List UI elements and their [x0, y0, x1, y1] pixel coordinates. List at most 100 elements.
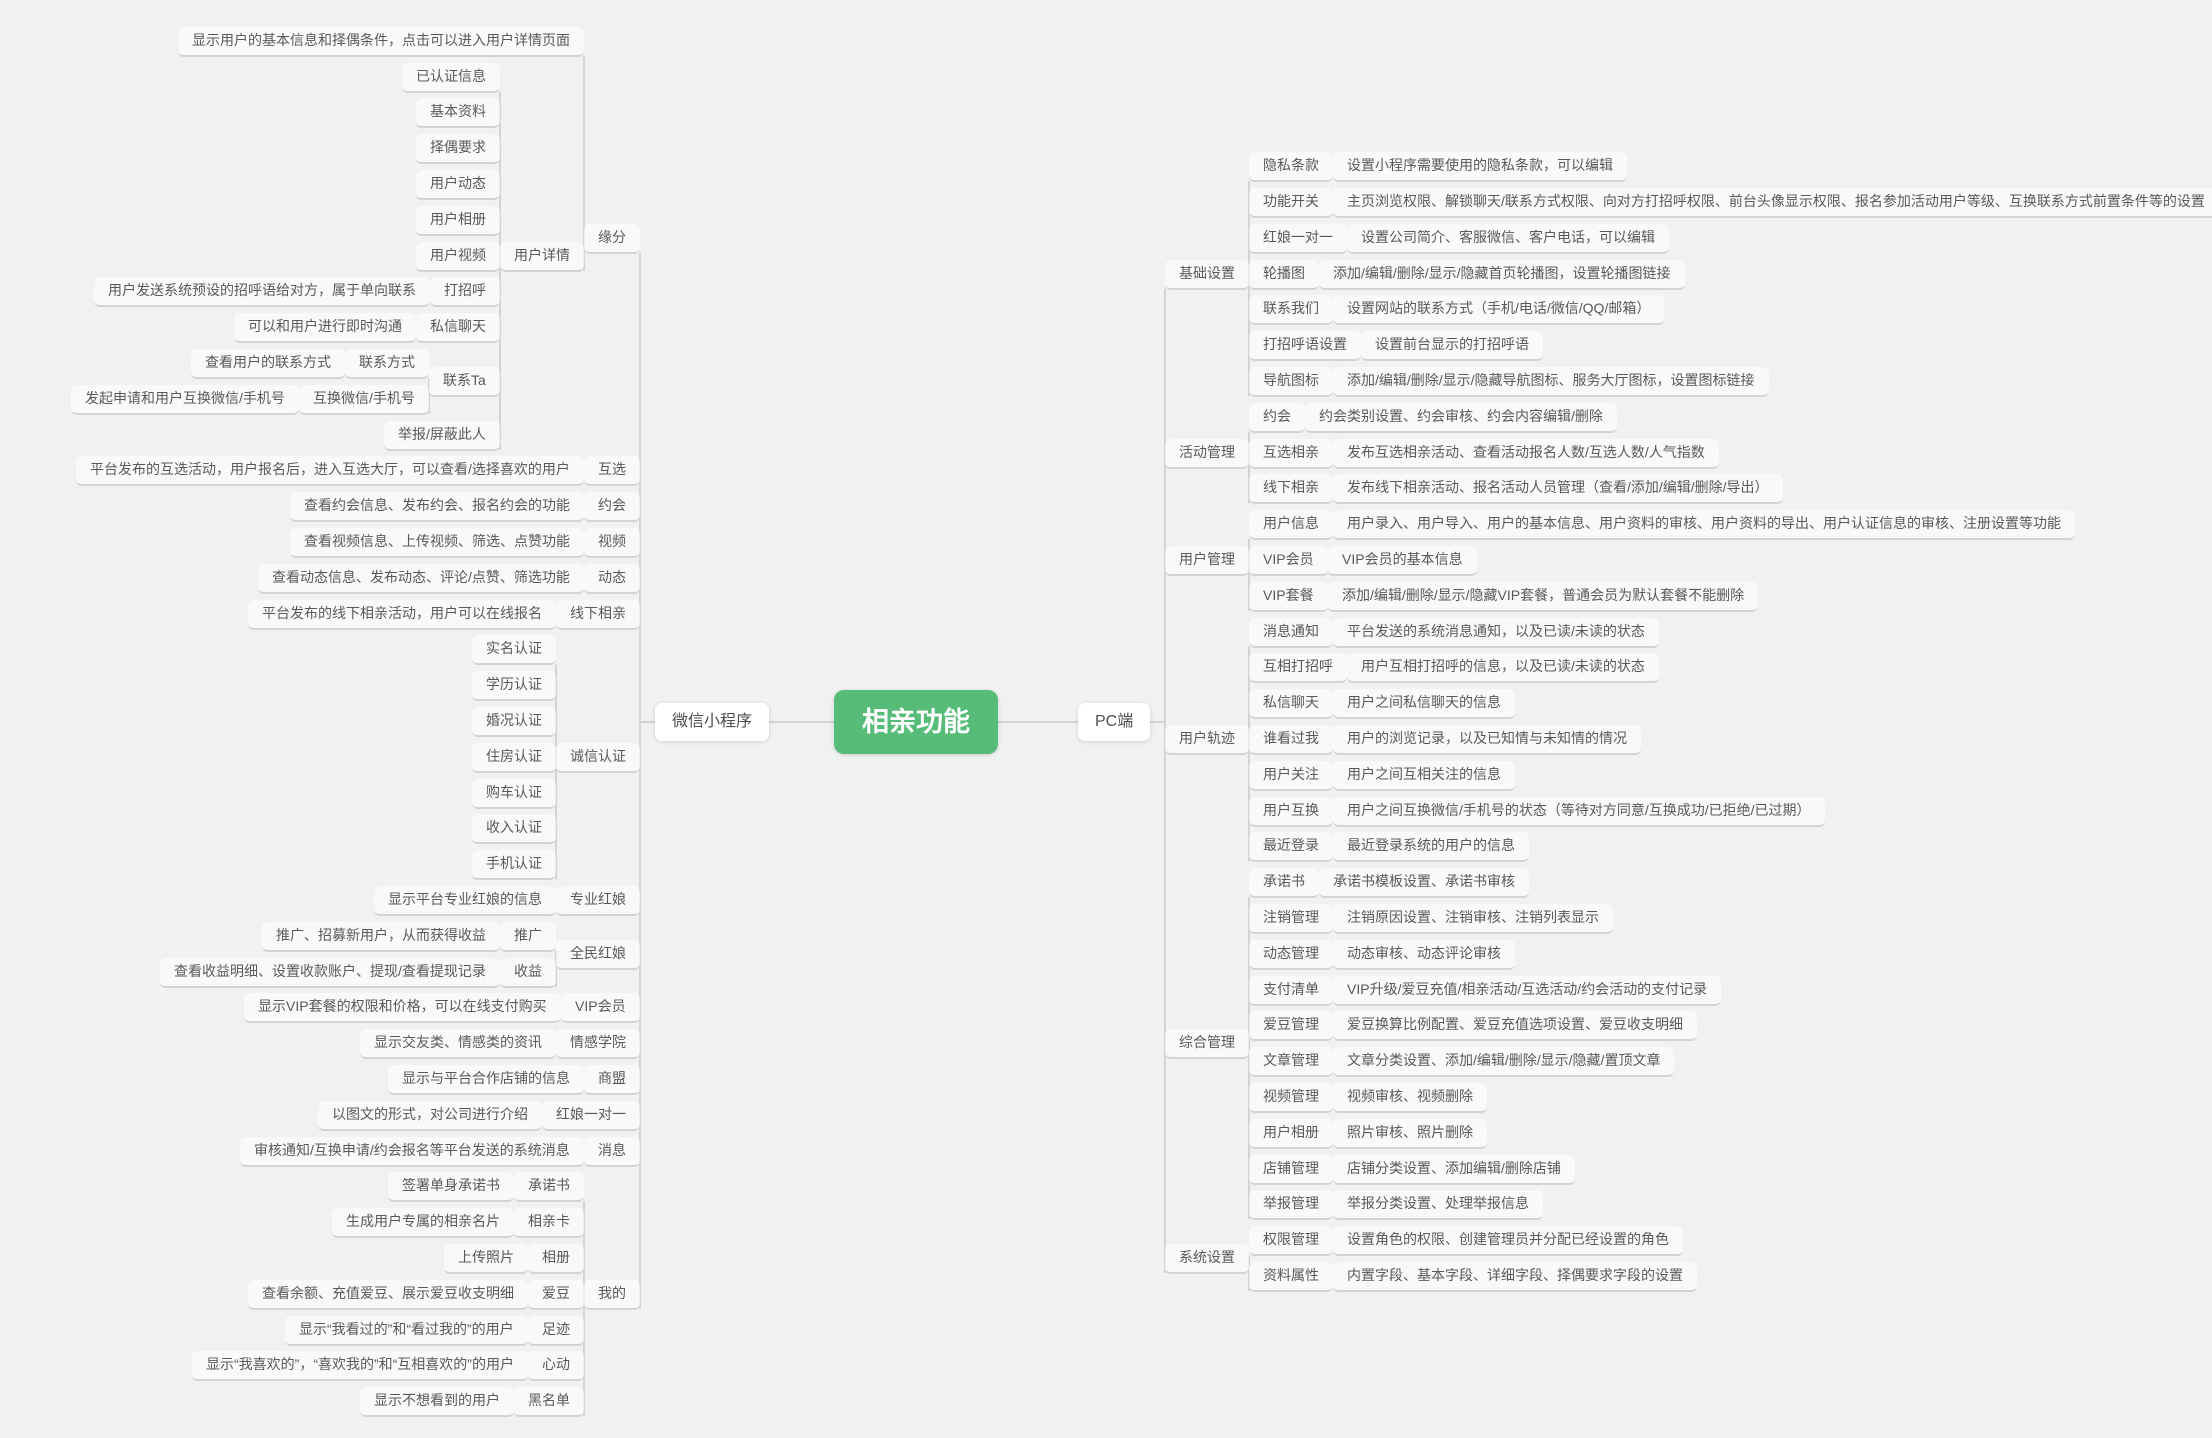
topic-note[interactable]: 店铺分类设置、添加编辑/删除店铺: [1333, 1155, 1575, 1185]
topic-node[interactable]: 打招呼语设置: [1249, 331, 1361, 361]
topic-node[interactable]: 用户关注: [1249, 761, 1333, 791]
topic-node[interactable]: 联系我们: [1249, 295, 1333, 325]
topic-node[interactable]: 隐私条款: [1249, 152, 1333, 182]
topic-node[interactable]: 商盟: [584, 1065, 640, 1095]
topic-note[interactable]: 显示“我喜欢的”，“喜欢我的”和“互相喜欢的”的用户: [192, 1351, 528, 1381]
topic-note[interactable]: 添加/编辑/删除/显示/隐藏导航图标、服务大厅图标，设置图标链接: [1333, 367, 1769, 397]
topic-note[interactable]: 添加/编辑/删除/显示/隐藏首页轮播图，设置轮播图链接: [1319, 260, 1685, 290]
topic-note[interactable]: 用户之间私信聊天的信息: [1333, 689, 1515, 719]
topic-note[interactable]: 签署单身承诺书: [388, 1172, 514, 1202]
topic-node[interactable]: 打招呼: [430, 277, 500, 307]
topic-node[interactable]: 用户视频: [416, 242, 500, 272]
topic-node[interactable]: 用户轨迹: [1165, 725, 1249, 755]
topic-node[interactable]: 谁看过我: [1249, 725, 1333, 755]
topic-note[interactable]: 发布线下相亲活动、报名活动人员管理（查看/添加/编辑/删除/导出）: [1333, 474, 1783, 504]
topic-node[interactable]: 住房认证: [472, 743, 556, 773]
topic-note[interactable]: 用户之间互换微信/手机号的状态（等待对方同意/互换成功/已拒绝/已过期）: [1333, 797, 1825, 827]
topic-node[interactable]: 足迹: [528, 1316, 584, 1346]
topic-note[interactable]: 上传照片: [444, 1244, 528, 1274]
topic-node[interactable]: 专业红娘: [556, 886, 640, 916]
topic-node[interactable]: 资料属性: [1249, 1262, 1333, 1292]
topic-note[interactable]: 平台发送的系统消息通知，以及已读/未读的状态: [1333, 618, 1659, 648]
topic-node[interactable]: 权限管理: [1249, 1226, 1333, 1256]
topic-node[interactable]: 收入认证: [472, 814, 556, 844]
topic-note[interactable]: 内置字段、基本字段、详细字段、择偶要求字段的设置: [1333, 1262, 1697, 1292]
topic-note[interactable]: 最近登录系统的用户的信息: [1333, 832, 1529, 862]
topic-node[interactable]: 综合管理: [1165, 1029, 1249, 1059]
topic-node[interactable]: 互相打招呼: [1249, 653, 1347, 683]
topic-node[interactable]: 功能开关: [1249, 188, 1333, 218]
topic-node[interactable]: 婚况认证: [472, 707, 556, 737]
topic-node[interactable]: 学历认证: [472, 671, 556, 701]
topic-note[interactable]: 爱豆换算比例配置、爱豆充值选项设置、爱豆收支明细: [1333, 1011, 1697, 1041]
topic-node[interactable]: 消息: [584, 1137, 640, 1167]
topic-node[interactable]: 支付清单: [1249, 976, 1333, 1006]
topic-node[interactable]: 购车认证: [472, 779, 556, 809]
topic-node[interactable]: 导航图标: [1249, 367, 1333, 397]
topic-note[interactable]: 设置公司简介、客服微信、客户电话，可以编辑: [1347, 224, 1669, 254]
topic-node[interactable]: 消息通知: [1249, 618, 1333, 648]
topic-node[interactable]: 私信聊天: [416, 313, 500, 343]
topic-note[interactable]: 审核通知/互换申请/约会报名等平台发送的系统消息: [240, 1137, 584, 1167]
topic-note[interactable]: 查看约会信息、发布约会、报名约会的功能: [290, 492, 584, 522]
topic-node[interactable]: 线下相亲: [1249, 474, 1333, 504]
topic-note[interactable]: 显示不想看到的用户: [360, 1387, 514, 1417]
topic-node[interactable]: 联系方式: [345, 349, 429, 379]
topic-note[interactable]: 查看视频信息、上传视频、筛选、点赞功能: [290, 528, 584, 558]
topic-note[interactable]: 显示平台专业红娘的信息: [374, 886, 556, 916]
topic-node[interactable]: 互选相亲: [1249, 439, 1333, 469]
topic-node[interactable]: 用户详情: [500, 242, 584, 272]
topic-node[interactable]: 基础设置: [1165, 260, 1249, 290]
topic-node[interactable]: 承诺书: [514, 1172, 584, 1202]
topic-note[interactable]: 显示交友类、情感类的资讯: [360, 1029, 556, 1059]
topic-node[interactable]: 爱豆: [528, 1280, 584, 1310]
topic-note[interactable]: 用户的浏览记录，以及已知情与未知情的情况: [1333, 725, 1641, 755]
topic-note[interactable]: 可以和用户进行即时沟通: [234, 313, 416, 343]
topic-node[interactable]: 用户管理: [1165, 546, 1249, 576]
topic-note[interactable]: 动态审核、动态评论审核: [1333, 940, 1515, 970]
topic-note[interactable]: 照片审核、照片删除: [1333, 1119, 1487, 1149]
topic-node[interactable]: 缘分: [584, 224, 640, 254]
topic-node[interactable]: VIP套餐: [1249, 582, 1328, 612]
topic-node[interactable]: 相亲卡: [514, 1208, 584, 1238]
topic-node[interactable]: 活动管理: [1165, 439, 1249, 469]
topic-note[interactable]: VIP升级/爱豆充值/相亲活动/互选活动/约会活动的支付记录: [1333, 976, 1722, 1006]
topic-note[interactable]: 注销原因设置、注销审核、注销列表显示: [1333, 904, 1613, 934]
topic-node[interactable]: 最近登录: [1249, 832, 1333, 862]
topic-node[interactable]: 互换微信/手机号: [299, 385, 429, 415]
topic-note[interactable]: 显示VIP套餐的权限和价格，可以在线支付购买: [244, 993, 561, 1023]
topic-note[interactable]: 平台发布的线下相亲活动，用户可以在线报名: [248, 600, 556, 630]
topic-node[interactable]: 承诺书: [1249, 868, 1319, 898]
topic-note[interactable]: 设置角色的权限、创建管理员并分配已经设置的角色: [1333, 1226, 1683, 1256]
topic-note[interactable]: 主页浏览权限、解锁聊天/联系方式权限、向对方打招呼权限、前台头像显示权限、报名参…: [1333, 188, 2212, 218]
topic-node[interactable]: 用户信息: [1249, 510, 1333, 540]
topic-node[interactable]: 红娘一对一: [1249, 224, 1347, 254]
topic-node[interactable]: 收益: [500, 958, 556, 988]
topic-node[interactable]: 举报管理: [1249, 1190, 1333, 1220]
topic-node[interactable]: 我的: [584, 1280, 640, 1310]
topic-note[interactable]: 显示与平台合作店铺的信息: [388, 1065, 584, 1095]
topic-node[interactable]: 全民红娘: [556, 940, 640, 970]
topic-note[interactable]: 生成用户专属的相亲名片: [332, 1208, 514, 1238]
topic-note[interactable]: 用户发送系统预设的招呼语给对方，属于单向联系: [94, 277, 430, 307]
topic-node[interactable]: 基本资料: [416, 98, 500, 128]
topic-note[interactable]: 显示用户的基本信息和择偶条件，点击可以进入用户详情页面: [178, 27, 584, 57]
topic-node[interactable]: 已认证信息: [402, 63, 500, 93]
topic-node[interactable]: 线下相亲: [556, 600, 640, 630]
topic-note[interactable]: 推广、招募新用户，从而获得收益: [262, 922, 500, 952]
topic-note[interactable]: 用户之间互相关注的信息: [1333, 761, 1515, 791]
topic-node[interactable]: 红娘一对一: [542, 1101, 640, 1131]
topic-node[interactable]: 联系Ta: [429, 367, 500, 397]
topic-node[interactable]: VIP会员: [561, 993, 640, 1023]
root-topic[interactable]: 相亲功能: [834, 690, 998, 754]
topic-node[interactable]: 用户互换: [1249, 797, 1333, 827]
topic-node[interactable]: 文章管理: [1249, 1047, 1333, 1077]
topic-node[interactable]: 店铺管理: [1249, 1155, 1333, 1185]
branch-topic-left[interactable]: 微信小程序: [655, 703, 770, 741]
topic-node[interactable]: 互选: [584, 456, 640, 486]
topic-node[interactable]: 注销管理: [1249, 904, 1333, 934]
topic-note[interactable]: 查看动态信息、发布动态、评论/点赞、筛选功能: [258, 564, 584, 594]
topic-node[interactable]: 视频管理: [1249, 1083, 1333, 1113]
topic-node[interactable]: 约会: [584, 492, 640, 522]
topic-node[interactable]: 轮播图: [1249, 260, 1319, 290]
